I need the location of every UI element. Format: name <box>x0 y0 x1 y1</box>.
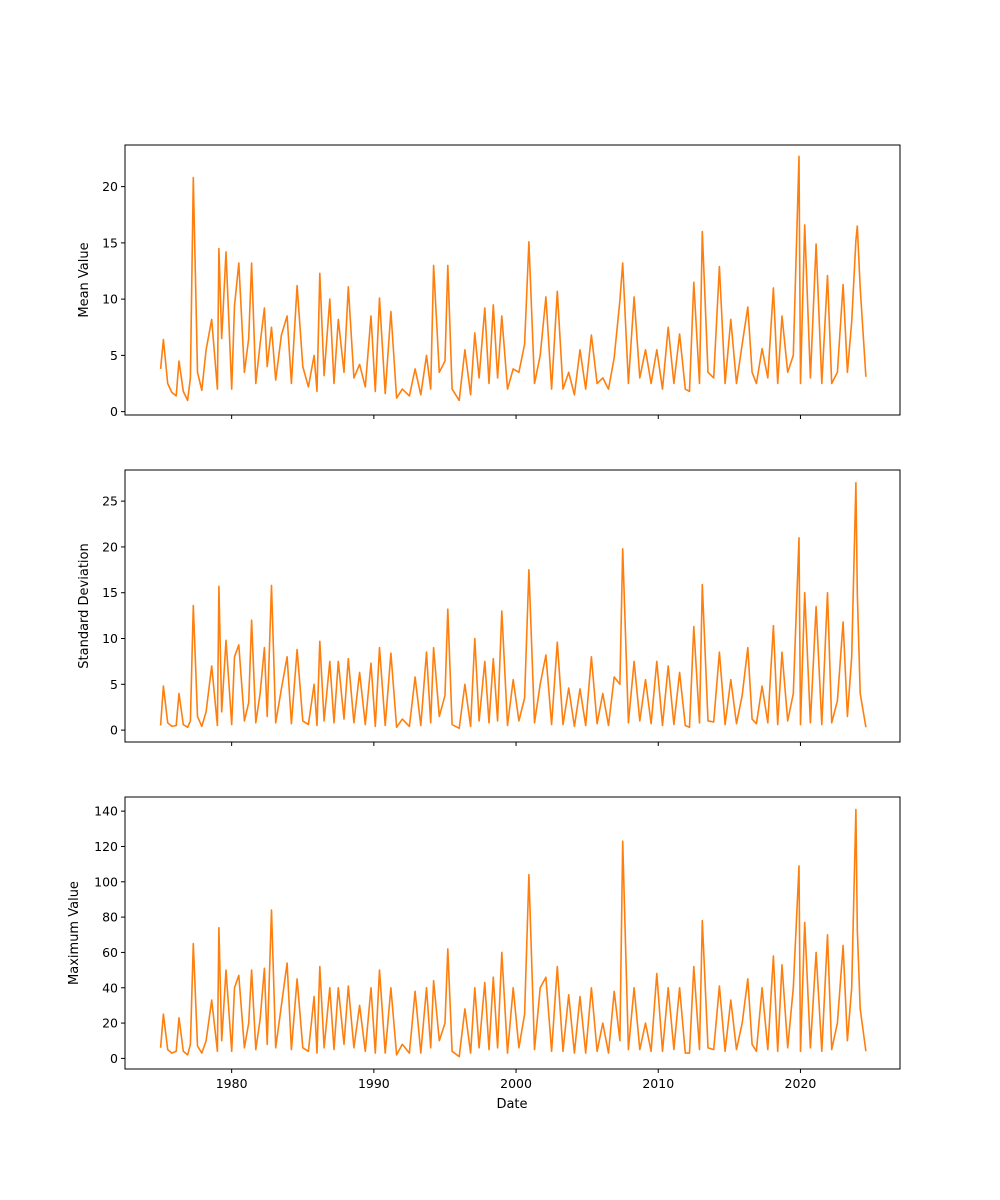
std-xticks <box>231 742 801 746</box>
max-xtick-label: 1990 <box>358 1076 390 1091</box>
std-y-axis-label: Standard Deviation <box>77 543 92 668</box>
mean-ytick-label: 5 <box>110 348 118 363</box>
std-series-line <box>159 482 867 730</box>
std-ytick-label: 20 <box>102 539 118 554</box>
max-xtick-label: 2000 <box>500 1076 532 1091</box>
std-ytick-label: 10 <box>102 631 118 646</box>
mean-y-axis-label: Mean Value <box>77 242 92 317</box>
mean-yticks: 0 5 10 15 20 <box>102 179 125 419</box>
mean-ytick-label: 0 <box>110 404 118 419</box>
max-ytick-label: 40 <box>102 980 118 995</box>
mean-plot-frame <box>124 144 901 416</box>
max-ytick-label: 120 <box>94 839 118 854</box>
std-ytick-label: 5 <box>110 677 118 692</box>
max-ytick-label: 100 <box>94 874 118 889</box>
max-ytick-label: 20 <box>102 1016 118 1031</box>
max-yticks: 0 20 40 60 80 100 120 140 <box>94 804 125 1066</box>
max-ytick-label: 0 <box>110 1051 118 1066</box>
max-xtick-label: 2020 <box>785 1076 817 1091</box>
max-ytick-label: 140 <box>94 804 118 819</box>
std-plot-frame <box>124 469 901 743</box>
max-y-axis-label: Maximum Value <box>67 881 82 985</box>
mean-series-layer <box>159 155 867 402</box>
max-series-layer <box>159 808 867 1058</box>
std-ytick-label: 0 <box>110 723 118 738</box>
std-ytick-label: 25 <box>102 494 118 509</box>
max-ytick-label: 60 <box>102 945 118 960</box>
mean-ytick-label: 15 <box>102 235 118 250</box>
max-ytick-label: 80 <box>102 910 118 925</box>
std-ytick-label: 15 <box>102 585 118 600</box>
max-series-line <box>159 808 867 1058</box>
subplot-std: 0 5 10 15 20 25 Standard Deviation <box>77 469 901 746</box>
max-xticks: 1980 1990 2000 2010 2020 <box>216 1069 817 1091</box>
mean-ytick-label: 20 <box>102 179 118 194</box>
std-yticks: 0 5 10 15 20 25 <box>102 494 125 738</box>
x-axis-label: Date <box>496 1097 527 1112</box>
max-xtick-label: 1980 <box>216 1076 248 1091</box>
max-plot-frame <box>124 796 901 1070</box>
mean-ytick-label: 10 <box>102 292 118 307</box>
mean-xticks <box>231 415 801 419</box>
std-series-layer <box>159 482 867 730</box>
subplot-mean: 0 5 10 15 20 Mean Value <box>77 144 901 419</box>
mean-series-line <box>159 155 867 402</box>
max-xtick-label: 2010 <box>642 1076 674 1091</box>
